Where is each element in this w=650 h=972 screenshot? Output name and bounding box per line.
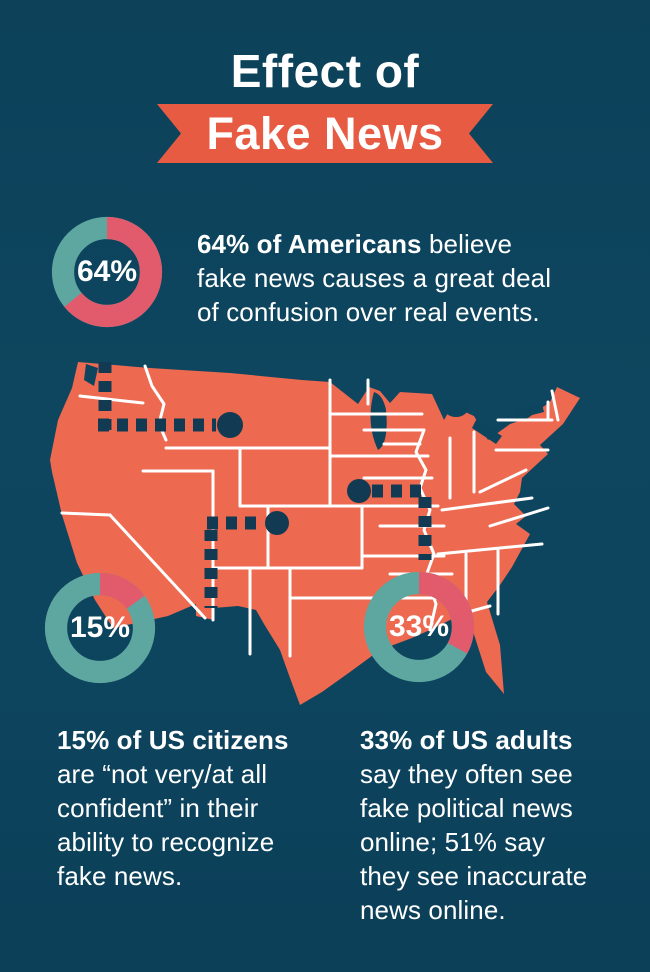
us-map	[50, 362, 580, 705]
donut-chart-33: 33%	[361, 569, 477, 685]
dotted-connectors	[98, 362, 432, 608]
donut-15-red-segment	[44, 572, 156, 684]
donut-64-value: 64%	[76, 255, 138, 288]
great-lakes	[84, 364, 544, 450]
page-title: Effect of	[230, 45, 420, 97]
stat-text-15-bold: 15% of US citizens	[57, 725, 289, 755]
stat-text-33: 33% of US adults say they often see fake…	[360, 723, 645, 927]
map-marker-dot-2	[265, 511, 289, 535]
stat-text-33-bold: 33% of US adults	[360, 725, 573, 755]
donut-33-value: 33%	[388, 610, 450, 643]
donut-33-red-segment	[363, 571, 475, 683]
map-marker-dots	[217, 412, 371, 535]
donut-chart-15: 15%	[42, 570, 158, 686]
stat-text-64-bold: 64% of Americans	[197, 229, 422, 259]
donut-chart-64: 64%	[49, 214, 165, 330]
stat-text-33-rest: say they often see fake political news o…	[360, 759, 588, 925]
stat-text-15-rest: are “not very/at all confident” in their…	[57, 759, 275, 891]
map-marker-dot-1	[217, 412, 243, 438]
map-marker-dot-3	[347, 479, 371, 503]
stat-text-15: 15% of US citizens are “not very/at all …	[57, 723, 357, 893]
state-borders	[60, 364, 560, 658]
title-ribbon-text: Fake News	[206, 107, 444, 159]
donut-chart-64-svg	[51, 216, 163, 328]
stat-text-64-rest: believe fake news causes a great deal of…	[197, 229, 552, 327]
stat-text-64: 64% of Americans believe fake news cause…	[197, 227, 617, 329]
title-ribbon: Fake News	[157, 104, 493, 163]
donut-15-value: 15%	[69, 611, 131, 644]
donut-chart-33-svg	[363, 571, 475, 683]
donut-chart-15-svg	[44, 572, 156, 684]
donut-64-red-segment	[51, 216, 163, 328]
